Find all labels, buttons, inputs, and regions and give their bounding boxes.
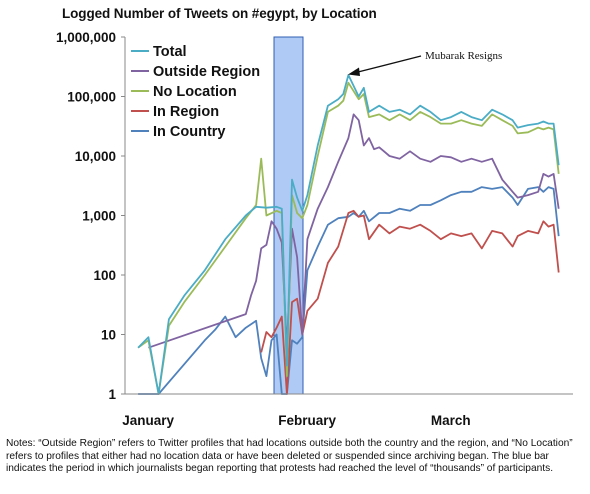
x-tick-label: March xyxy=(431,413,471,428)
mubarak-annotation: Mubarak Resigns xyxy=(348,50,502,76)
y-tick-label: 1,000,000 xyxy=(56,30,116,45)
y-tick-label: 1 xyxy=(108,387,116,402)
chart-notes: Notes: “Outside Region” refers to Twitte… xyxy=(6,438,573,475)
legend-label-in-region: In Region xyxy=(153,104,219,120)
chart-title: Logged Number of Tweets on #egypt, by Lo… xyxy=(62,6,377,21)
series-line-in-country xyxy=(138,186,560,395)
y-tick-labels: 1,000,000 100,000 10,000 1,000 100 10 1 xyxy=(56,30,125,402)
annotation-arrowhead xyxy=(348,67,360,76)
x-tick-label: February xyxy=(278,413,336,428)
chart-plot: 1,000,000 100,000 10,000 1,000 100 10 1 Januar… xyxy=(56,30,573,428)
y-tick-label: 100,000 xyxy=(67,90,116,105)
y-tick-label: 100 xyxy=(93,268,116,283)
y-tick-label: 1,000 xyxy=(82,209,116,224)
x-tick-label: January xyxy=(122,413,174,428)
series-layer xyxy=(137,74,560,395)
legend-label-outside-region: Outside Region xyxy=(153,64,260,80)
legend-label-in-country: In Country xyxy=(153,124,226,140)
x-tick-labels: January February March xyxy=(122,413,470,428)
legend-label-no-location: No Location xyxy=(153,84,237,100)
annotation-arrow xyxy=(357,55,422,73)
series-line-total xyxy=(137,74,560,395)
series-line-in-region xyxy=(260,209,560,395)
y-tick-label: 10 xyxy=(101,328,116,343)
legend: Total Outside Region No Location In Region I… xyxy=(131,44,260,140)
annotation-label: Mubarak Resigns xyxy=(425,50,502,62)
legend-label-total: Total xyxy=(153,44,187,60)
y-tick-label: 10,000 xyxy=(75,149,116,164)
series-line-outside-region xyxy=(148,113,560,349)
